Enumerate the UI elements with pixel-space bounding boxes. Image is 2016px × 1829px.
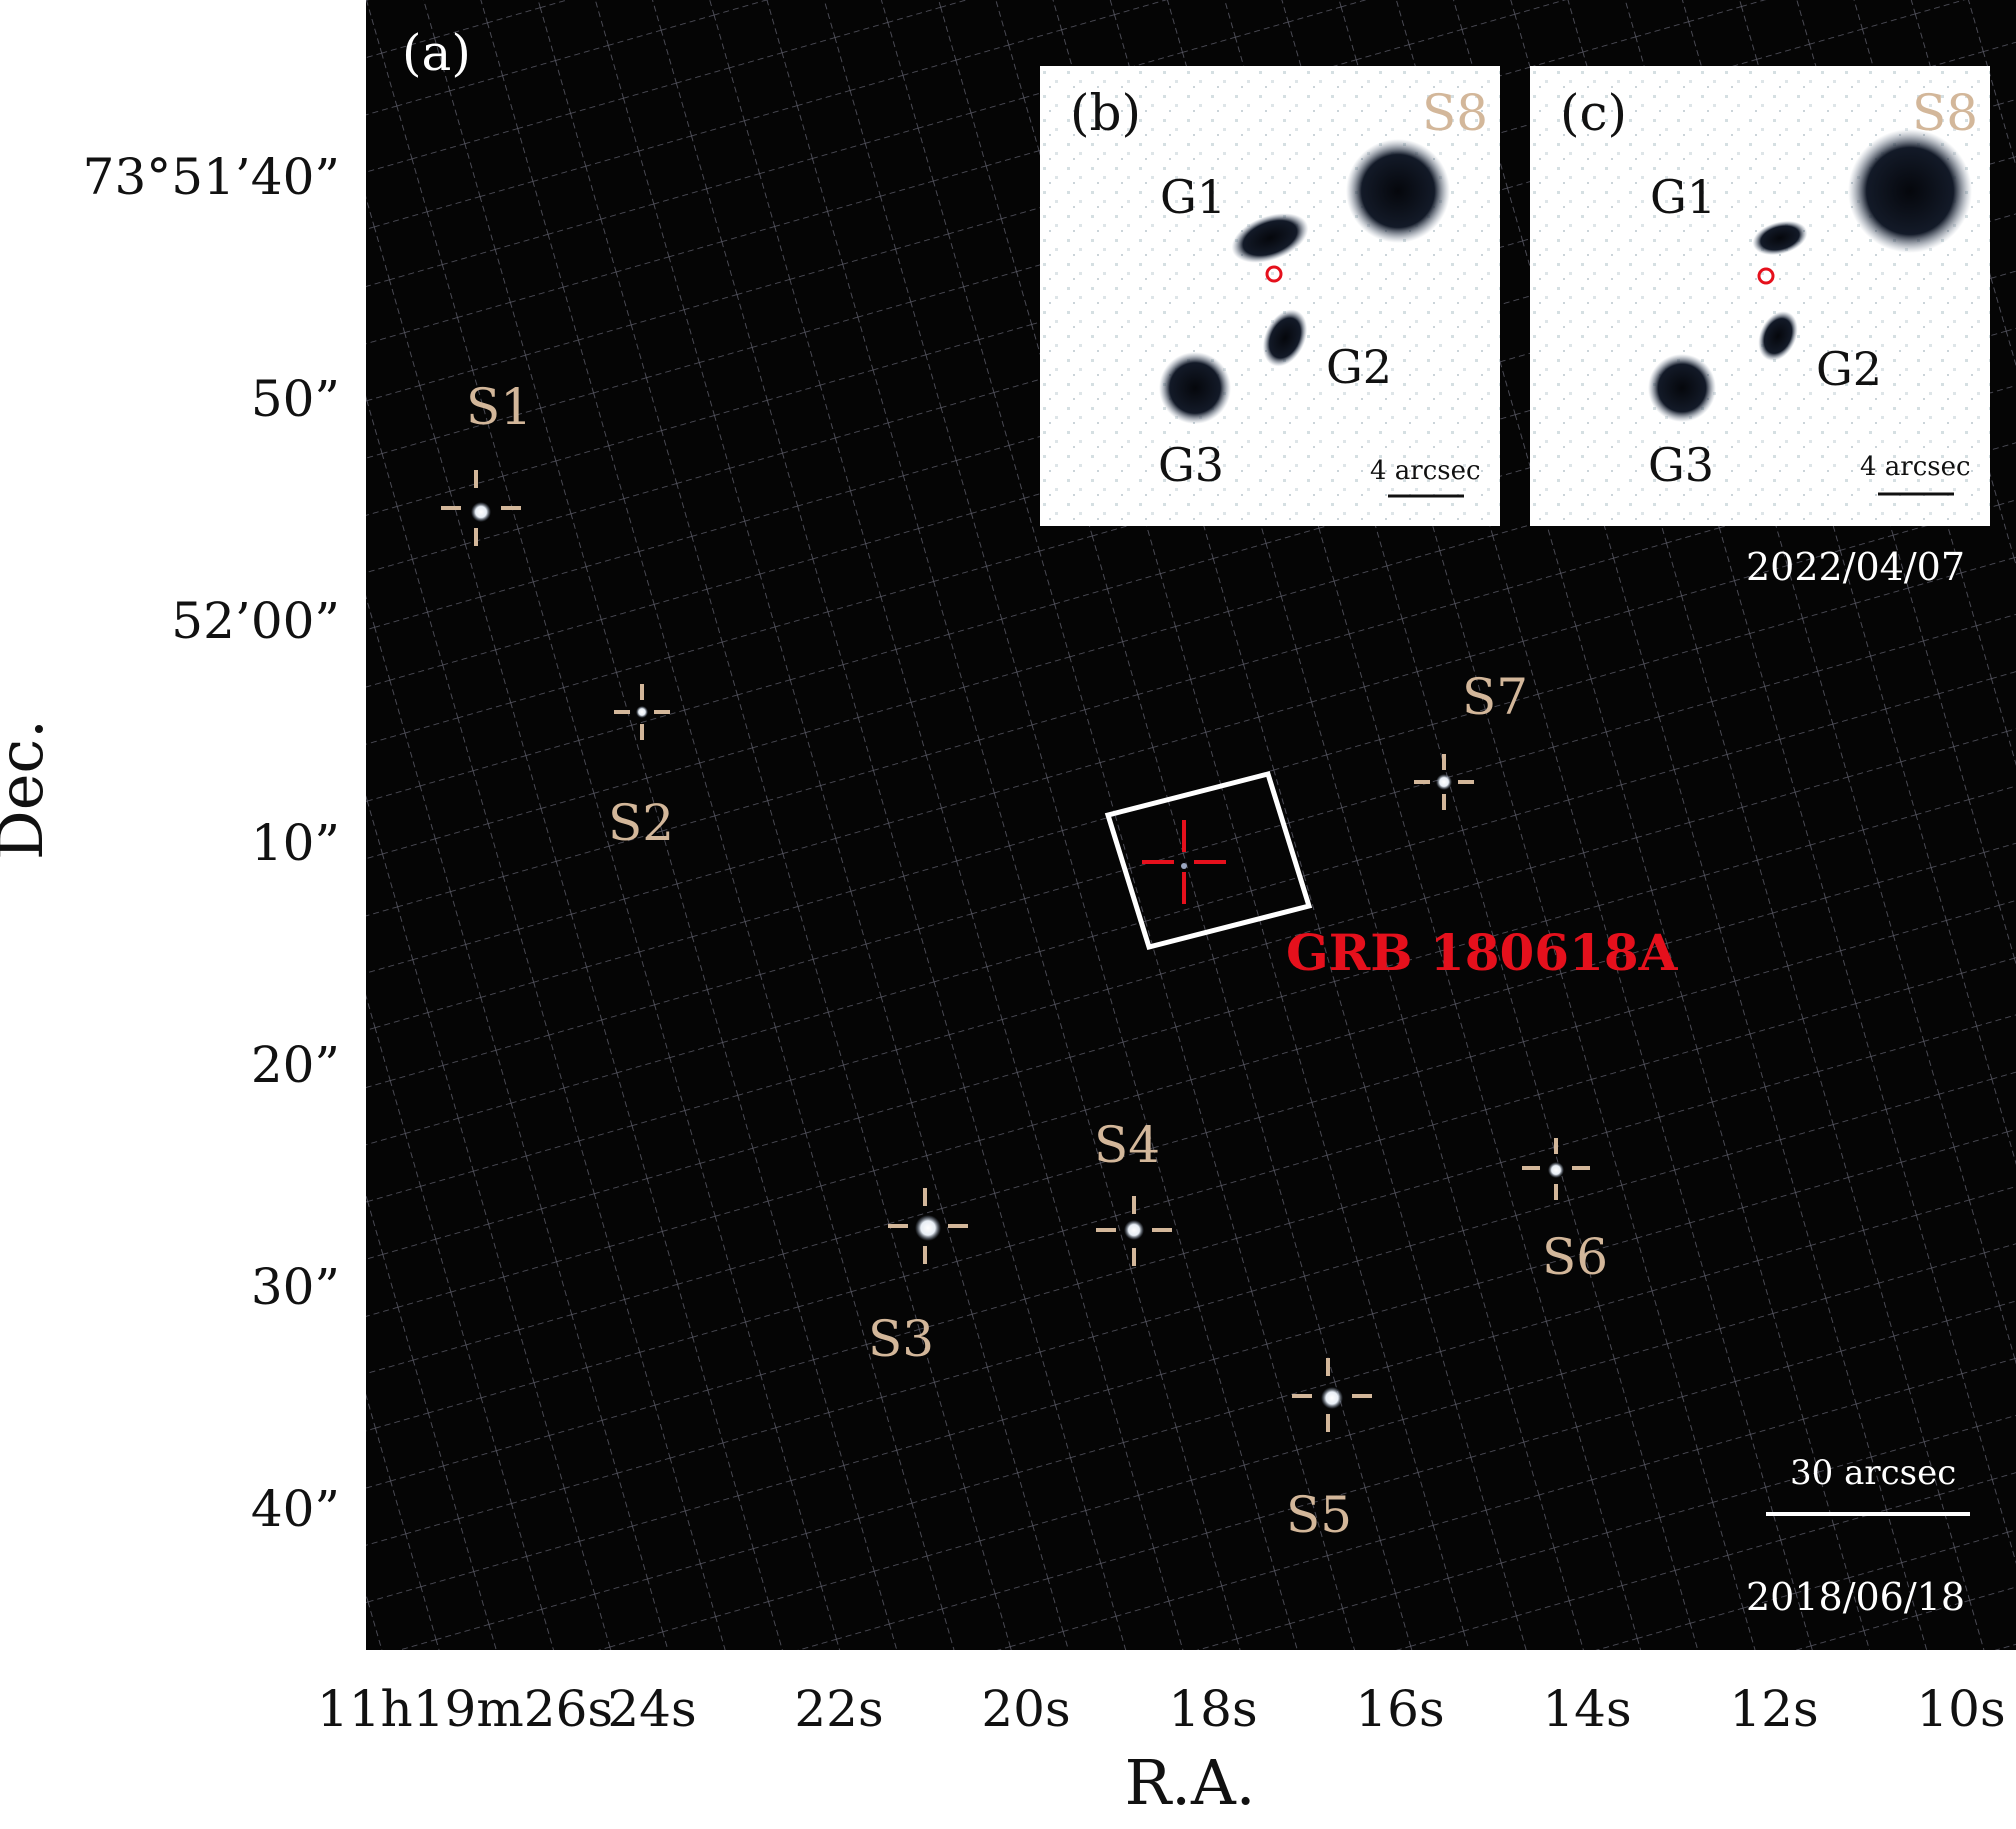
star-marker-s7 — [1414, 754, 1474, 810]
x-axis-title: R.A. — [1124, 1746, 1256, 1819]
galaxy-label-g2: G2 — [1326, 340, 1393, 394]
x-tick-label: 11h19m26s — [316, 1680, 614, 1738]
inset-scale-label: 4 arcsec — [1370, 456, 1481, 486]
galaxy-label-g3: G3 — [1158, 438, 1225, 492]
star-label-s1: S1 — [466, 378, 533, 436]
grb-position-circle — [1265, 265, 1283, 283]
inset-scale-label: 4 arcsec — [1860, 452, 1971, 482]
x-tick-label: 16s — [1355, 1680, 1445, 1738]
observation-date-a: 2018/06/18 — [1746, 1575, 1966, 1619]
grb-location-box — [1104, 770, 1313, 951]
galaxy-g1-blob — [1231, 213, 1309, 263]
x-tick-label: 10s — [1916, 1680, 2006, 1738]
galaxy-g3-blob — [1648, 354, 1716, 422]
star-label-s4: S4 — [1094, 1116, 1161, 1174]
panel-label-b: (b) — [1070, 84, 1142, 142]
grb-target-label: GRB 180618A — [1286, 923, 1678, 982]
inset-panel-b: (b) S8 G1 G2 G3 4 arcsec — [1040, 66, 1500, 526]
star-s8-blob — [1848, 129, 1972, 253]
galaxy-g2-blob — [1758, 311, 1798, 361]
galaxy-label-g1: G1 — [1650, 170, 1717, 224]
inset-star-label-b: S8 — [1422, 84, 1489, 142]
y-tick-label: 52’00” — [171, 592, 340, 650]
y-tick-label: 30” — [250, 1258, 340, 1316]
galaxy-label-g3: G3 — [1648, 438, 1715, 492]
star-marker-s4 — [1096, 1196, 1172, 1266]
star-label-s6: S6 — [1542, 1228, 1609, 1286]
x-tick-label: 14s — [1542, 1680, 1632, 1738]
y-tick-label: 73°51’40” — [82, 148, 340, 206]
y-tick-label: 40” — [250, 1480, 340, 1538]
galaxy-g3-blob — [1159, 352, 1231, 424]
star-marker-s5 — [1292, 1358, 1372, 1432]
x-tick-label: 18s — [1168, 1680, 1258, 1738]
scale-bar-label: 30 arcsec — [1790, 1453, 1957, 1493]
grb-position-circle — [1757, 267, 1775, 285]
sky-image-panel: (a) S1 S2 S3 S4 S5 S6 S7 GRB 180618A 30 … — [366, 0, 2016, 1650]
star-label-s7: S7 — [1462, 668, 1529, 726]
star-marker-s2 — [614, 684, 670, 740]
galaxy-g2-blob — [1262, 309, 1308, 367]
galaxy-label-g1: G1 — [1160, 170, 1227, 224]
x-tick-label: 20s — [981, 1680, 1071, 1738]
star-marker-s6 — [1522, 1138, 1590, 1200]
inset-image-b — [1040, 66, 1500, 526]
x-tick-label: 12s — [1729, 1680, 1819, 1738]
galaxy-label-g2: G2 — [1816, 342, 1883, 396]
inset-panel-c: (c) S8 G1 G2 G3 4 arcsec — [1530, 66, 1990, 526]
galaxy-g1-blob — [1752, 220, 1808, 256]
y-tick-label: 50” — [250, 370, 340, 428]
star-marker-s3 — [888, 1188, 968, 1264]
inset-image-c — [1530, 66, 1990, 526]
star-marker-s1 — [441, 470, 521, 546]
y-tick-label: 20” — [250, 1036, 340, 1094]
observation-date-c: 2022/04/07 — [1746, 545, 1966, 589]
star-label-s2: S2 — [608, 794, 675, 852]
star-s8-blob — [1346, 139, 1450, 243]
x-tick-label: 24s — [607, 1680, 697, 1738]
panel-label-c: (c) — [1560, 84, 1628, 142]
inset-star-label-c: S8 — [1912, 84, 1979, 142]
star-label-s3: S3 — [868, 1310, 935, 1368]
panel-label-a: (a) — [402, 24, 471, 82]
star-label-s5: S5 — [1286, 1486, 1353, 1544]
y-tick-label: 10” — [250, 814, 340, 872]
x-tick-label: 22s — [794, 1680, 884, 1738]
